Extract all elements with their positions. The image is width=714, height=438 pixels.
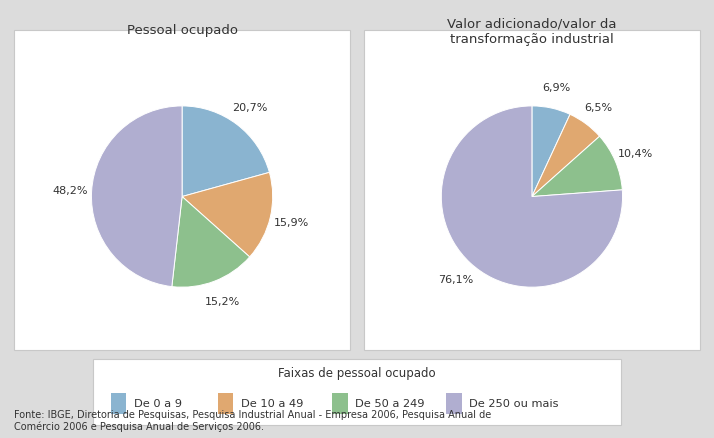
Text: De 250 ou mais: De 250 ou mais bbox=[469, 399, 558, 408]
Text: 48,2%: 48,2% bbox=[53, 186, 88, 196]
Text: 15,2%: 15,2% bbox=[204, 297, 240, 307]
Text: 20,7%: 20,7% bbox=[232, 103, 268, 113]
Text: 10,4%: 10,4% bbox=[618, 148, 653, 159]
Text: 6,9%: 6,9% bbox=[542, 83, 570, 93]
Wedge shape bbox=[182, 107, 269, 197]
Text: Valor adicionado/valor da
transformação industrial: Valor adicionado/valor da transformação … bbox=[447, 18, 617, 46]
Wedge shape bbox=[441, 107, 623, 287]
Text: Faixas de pessoal ocupado: Faixas de pessoal ocupado bbox=[278, 366, 436, 379]
Text: 6,5%: 6,5% bbox=[585, 102, 613, 113]
Text: 15,9%: 15,9% bbox=[273, 218, 308, 227]
Wedge shape bbox=[182, 173, 273, 257]
Text: 76,1%: 76,1% bbox=[438, 274, 473, 284]
Text: De 50 a 249: De 50 a 249 bbox=[355, 399, 424, 408]
Wedge shape bbox=[172, 197, 250, 287]
Text: De 0 a 9: De 0 a 9 bbox=[134, 399, 181, 408]
Wedge shape bbox=[532, 137, 623, 197]
Wedge shape bbox=[91, 107, 182, 287]
Wedge shape bbox=[532, 107, 570, 197]
Text: Pessoal ocupado: Pessoal ocupado bbox=[126, 24, 238, 37]
Wedge shape bbox=[532, 115, 600, 197]
Text: De 10 a 49: De 10 a 49 bbox=[241, 399, 303, 408]
Text: Fonte: IBGE, Diretoria de Pesquisas, Pesquisa Industrial Anual - Empresa 2006, P: Fonte: IBGE, Diretoria de Pesquisas, Pes… bbox=[14, 409, 491, 431]
